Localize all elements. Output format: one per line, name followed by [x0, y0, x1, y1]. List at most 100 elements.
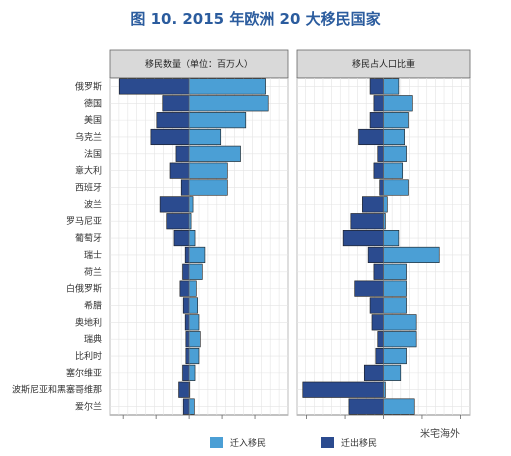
- immigrant-bar: [188, 179, 228, 196]
- immigrant-bar: [188, 78, 266, 95]
- emigrant-bar: [182, 263, 190, 280]
- category-label: 塞尔维亚: [66, 367, 102, 379]
- immigrant-bar: [188, 128, 222, 146]
- emigrant-bar: [342, 230, 384, 247]
- emigrant-bar: [363, 364, 384, 381]
- immigrant-bar: [383, 112, 409, 129]
- category-label: 意大利: [75, 165, 102, 177]
- emigrant-bar: [185, 331, 190, 348]
- emigrant-bar: [150, 128, 190, 146]
- immigrant-bar: [383, 347, 407, 365]
- immigrant-bar: [188, 246, 206, 263]
- immigrant-bar: [383, 179, 409, 196]
- immigrant-bar: [383, 364, 402, 381]
- emigrant-bar: [166, 213, 190, 230]
- emigrant-bar: [369, 297, 384, 314]
- emigrant-bar: [369, 112, 384, 129]
- emigrant-bar: [379, 179, 384, 196]
- immigrant-bar: [188, 347, 200, 365]
- emigrant-bar: [348, 398, 384, 415]
- immigrant-bar: [188, 331, 201, 348]
- category-label: 西班牙: [75, 182, 102, 194]
- category-label: 瑞士: [84, 249, 102, 261]
- legend-label-immigrant: 迁入移民: [230, 437, 266, 449]
- emigrant-bar: [180, 179, 190, 196]
- emigrant-bar: [184, 246, 190, 263]
- emigrant-bar: [178, 381, 190, 398]
- immigrant-bar: [188, 398, 195, 415]
- watermark: 米宅海外: [420, 429, 460, 440]
- immigrant-bar: [188, 230, 196, 247]
- category-label: 美国: [84, 114, 102, 126]
- category-label: 乌克兰: [75, 131, 102, 143]
- emigrant-bar: [369, 78, 384, 95]
- category-label: 瑞典: [84, 333, 102, 345]
- immigrant-bar: [188, 145, 241, 162]
- legend-swatch-immigrant: [210, 437, 223, 448]
- immigrant-bar: [188, 314, 200, 331]
- emigrant-bar: [367, 246, 384, 263]
- category-label: 白俄罗斯: [66, 283, 102, 295]
- emigrant-bar: [371, 314, 384, 331]
- emigrant-bar: [377, 331, 384, 348]
- category-label: 希腊: [84, 299, 102, 311]
- panel-title: 移民数量（单位：百万人）: [145, 58, 253, 70]
- emigrant-bar: [375, 347, 384, 365]
- immigrant-bar: [383, 78, 400, 95]
- immigrant-bar: [383, 280, 407, 297]
- emigrant-bar: [362, 196, 384, 213]
- category-label: 罗马尼亚: [66, 216, 102, 227]
- emigrant-bar: [175, 145, 190, 162]
- emigrant-bar: [162, 95, 190, 112]
- category-label: 德国: [84, 97, 102, 109]
- immigrant-bar: [383, 331, 417, 348]
- immigrant-bar: [188, 112, 247, 129]
- immigrant-bar: [188, 263, 203, 280]
- category-label: 波兰: [84, 198, 102, 210]
- emigrant-bar: [118, 78, 190, 95]
- panel-title: 移民占人口比重: [352, 58, 415, 70]
- emigrant-bar: [184, 314, 190, 331]
- emigrant-bar: [173, 230, 190, 247]
- immigrant-bar: [383, 297, 407, 314]
- immigrant-bar: [188, 196, 194, 213]
- immigrant-bar: [188, 95, 269, 112]
- emigrant-bar: [354, 280, 384, 297]
- emigrant-bar: [373, 263, 384, 280]
- immigrant-bar: [383, 95, 413, 112]
- legend-swatch-emigrant: [321, 437, 334, 448]
- emigrant-bar: [377, 145, 384, 162]
- immigrant-bar: [383, 398, 415, 415]
- immigrant-bar: [383, 230, 400, 247]
- immigrant-bar: [383, 162, 404, 179]
- emigrant-bar: [156, 112, 190, 129]
- category-label: 葡萄牙: [75, 232, 102, 244]
- immigrant-bar: [188, 162, 228, 179]
- emigrant-bar: [302, 381, 384, 398]
- emigrant-bar: [182, 364, 190, 381]
- category-label: 奥地利: [75, 316, 102, 328]
- emigrant-bar: [179, 280, 190, 297]
- immigrant-bar: [383, 128, 405, 146]
- emigrant-bar: [358, 128, 384, 146]
- category-label: 爱尔兰: [75, 401, 102, 413]
- panel-header: [109, 49, 289, 79]
- immigrant-bar: [383, 145, 407, 162]
- emigrant-bar: [373, 162, 384, 179]
- immigrant-bar: [188, 297, 198, 314]
- immigrant-bar: [188, 280, 197, 297]
- emigrant-bar: [169, 162, 190, 179]
- category-label: 比利时: [75, 350, 102, 362]
- immigrant-bar: [383, 196, 388, 213]
- chart-title: 图 10. 2015 年欧洲 20 大移民国家: [130, 10, 381, 28]
- emigrant-bar: [350, 213, 384, 230]
- emigrant-bar: [373, 95, 384, 112]
- emigrant-bar: [182, 297, 190, 314]
- category-label: 波斯尼亚和黑塞哥维那: [12, 384, 102, 396]
- emigrant-bar: [182, 398, 190, 415]
- immigrant-bar: [188, 364, 196, 381]
- emigrant-bar: [159, 196, 190, 213]
- immigrant-bar: [383, 263, 407, 280]
- category-label: 法国: [84, 148, 102, 160]
